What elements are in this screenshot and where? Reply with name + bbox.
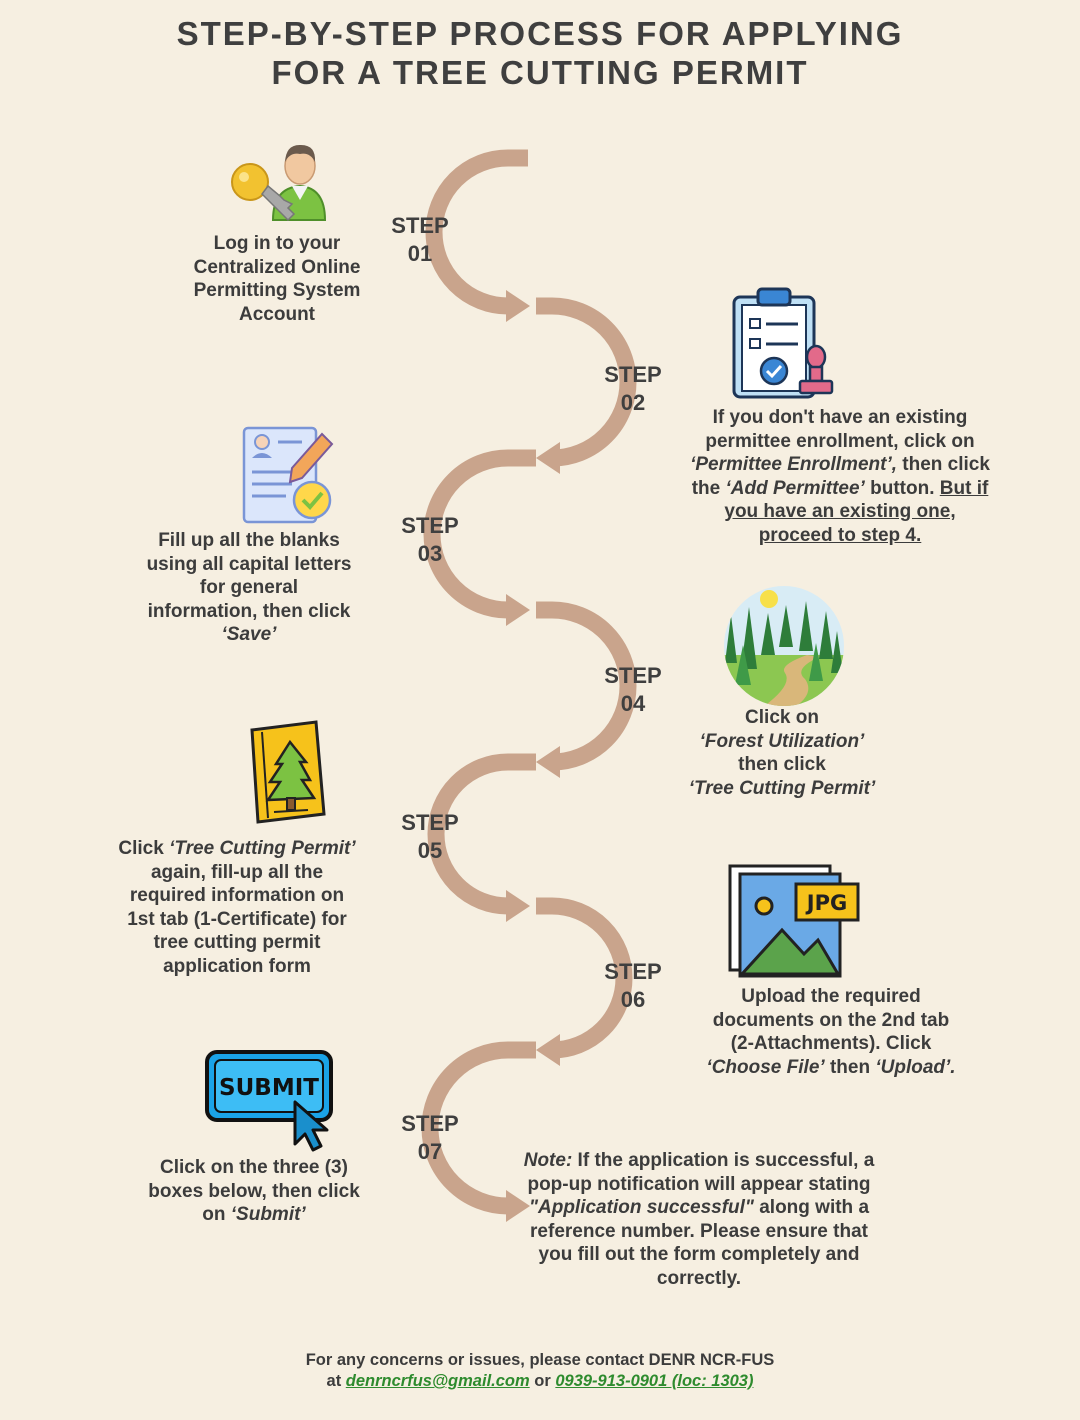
forest-icon [724,586,844,706]
arrow-right-icon [506,594,530,626]
email-link[interactable]: denrncrfus@gmail.com [345,1372,530,1390]
step-06-label: STEP 06 [604,959,662,1012]
step-03-label: STEP 03 [401,513,459,566]
form-edit-icon [242,426,334,524]
path-segment-02 [536,297,637,467]
step-07-label: STEP 07 [401,1111,459,1164]
path-segment-01 [425,149,528,315]
step-02-label: STEP 02 [604,362,662,415]
phone-link[interactable]: 0939-913-0901 (loc: 1303) [555,1372,754,1390]
note-text: Note: If the application is successful, … [523,1150,875,1289]
page-title: STEP-BY-STEP PROCESS FOR APPLYING FOR A … [0,14,1080,92]
path-segment-03 [423,449,536,619]
arrow-right-icon [506,1190,530,1222]
step-02-description: If you don't have an existing permittee … [690,407,990,546]
path-segment-04 [536,601,637,771]
title-line-1: STEP-BY-STEP PROCESS FOR APPLYING [176,15,904,52]
step-07-description: Click on the three (3) boxes below, then… [148,1157,360,1225]
footer-contact: For any concerns or issues, please conta… [0,1350,1080,1392]
step-05-label: STEP 05 [401,810,459,863]
arrow-right-icon [506,890,530,922]
arrow-right-icon [506,290,530,322]
path-segment-07 [421,1041,536,1215]
jpg-text: JPG [805,891,847,915]
clipboard-stamp-icon [732,287,834,399]
step-01-description: Log in to your Centralized Online Permit… [193,233,361,325]
jpg-image-icon: JPG [728,864,860,978]
title-line-2: FOR A TREE CUTTING PERMIT [271,54,809,91]
step-04-description: Click on ‘Forest Utilization’ then click… [688,707,876,799]
submit-button-icon: SUBMIT [205,1050,333,1152]
step-03-description: Fill up all the blanks using all capital… [146,530,352,645]
step-01-label: STEP 01 [391,213,449,266]
arrow-left-icon [536,442,560,474]
footer-line-2: at denrncrfus@gmail.com or 0939-913-0901… [326,1372,754,1390]
step-06-description: Upload the required documents on the 2nd… [706,986,956,1078]
footer-line-1: For any concerns or issues, please conta… [305,1351,775,1369]
user-key-icon [231,144,327,222]
submit-text: SUBMIT [219,1075,319,1101]
path-segment-05 [427,753,536,915]
path-segment-06 [536,897,633,1059]
step-04-label: STEP 04 [604,663,662,716]
tree-card-icon [250,720,326,824]
step-05-description: Click ‘Tree Cutting Permit’ again, fill-… [118,838,356,977]
arrow-left-icon [536,746,560,778]
arrow-left-icon [536,1034,560,1066]
